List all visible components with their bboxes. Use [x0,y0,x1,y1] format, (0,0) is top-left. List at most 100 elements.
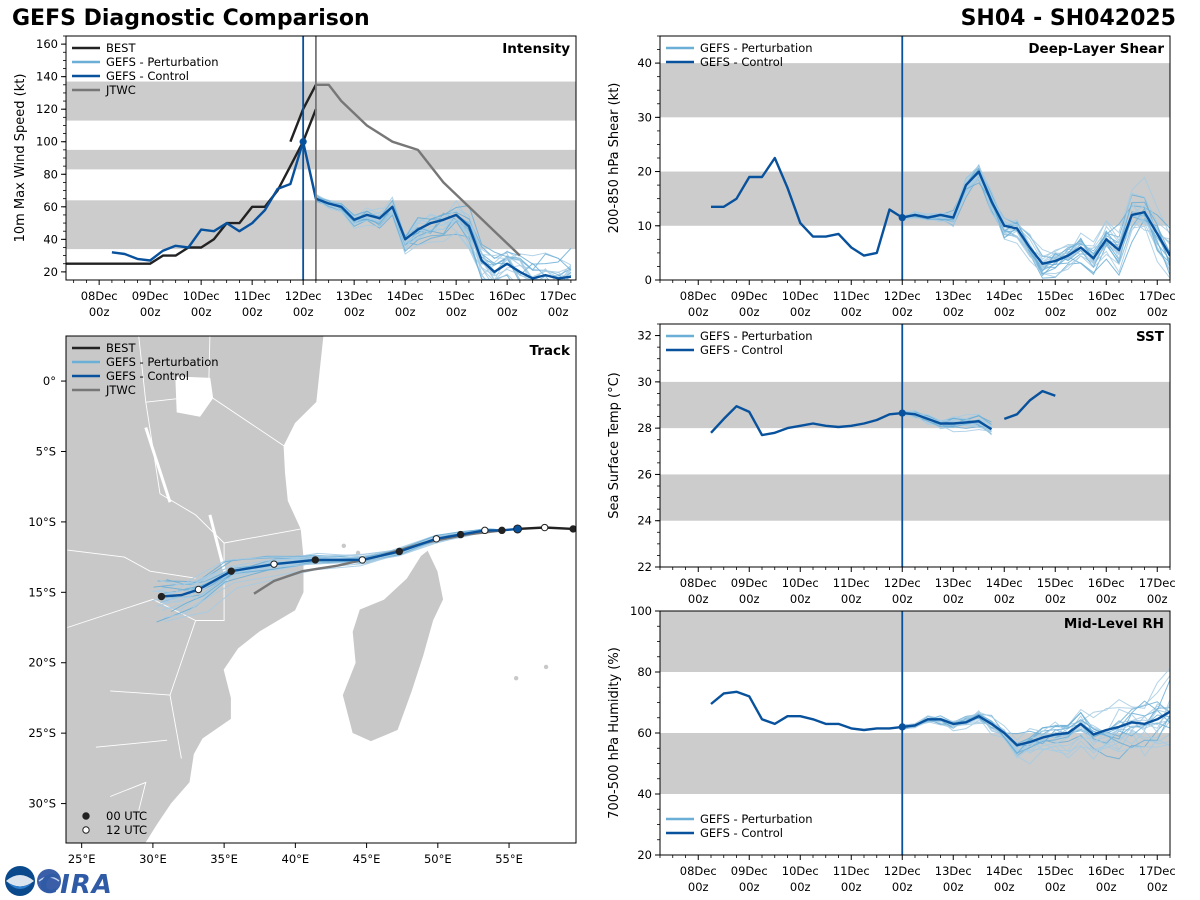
ensemble-member-shear-20 [902,165,1170,260]
analysis-point-rh [898,723,906,731]
ensemble-member-rh-20 [902,703,1170,743]
lon-tick-label-3: 40°E [282,852,310,866]
x-tick-label-sst-5: 13Dec [935,576,972,590]
border-5 [110,690,171,696]
shaded-band-sst-0 [660,474,1170,521]
y-axis-label-sst: Sea Surface Temp (°C) [607,372,622,519]
axes-frame-track [65,335,577,844]
y-tick-label-shear-1: 10 [637,219,652,233]
shaded-band-shear-1 [660,63,1170,118]
x-tick-hour-rh-9: 00z [1147,880,1168,894]
x-tick-hour-shear-6: 00z [994,305,1015,319]
ensemble-member-intensity-21 [302,140,572,271]
lon-tick-label-4: 45°E [353,852,381,866]
x-tick-hour-shear-5: 00z [943,305,964,319]
legend-label-ctrl: GEFS - Control [700,55,783,69]
shaded-band-rh-1 [660,611,1170,672]
shaded-band-intensity-2 [66,81,576,121]
x-tick-label-rh-5: 13Dec [935,864,972,878]
panel-intensity: 08Dec 00z 09Dec 00z 10Dec 00z 11Dec 00z 12Dec 00z… [13,35,577,319]
x-tick-hour-shear-1: 00z [739,305,760,319]
x-tick-label-sst-6: 14Dec [986,576,1023,590]
x-tick-label-rh-9: 17Dec [1139,864,1176,878]
x-tick-hour-sst-9: 00z [1147,592,1168,606]
border-7 [95,739,168,748]
x-tick-hour-sst-0: 00z [688,592,709,606]
x-tick-label-rh-0: 08Dec [680,864,717,878]
panel-sst: 08Dec 00z 09Dec 00z 10Dec 00z 11Dec 00z 12Dec 00z… [607,323,1176,606]
panel-shear: 08Dec 00z 09Dec 00z 10Dec 00z 11Dec 00z 12Dec 00z… [607,35,1176,319]
x-tick-label-intensity-8: 16Dec [489,289,526,303]
x-tick-hour-intensity-9: 00z [548,305,569,319]
track-legend-label-jtwc: JTWC [105,383,136,397]
x-tick-hour-sst-5: 00z [943,592,964,606]
x-tick-label-intensity-0: 08Dec [81,289,118,303]
x-tick-label-sst-2: 10Dec [782,576,819,590]
x-tick-label-shear-4: 12Dec [884,289,921,303]
y-axis-label-rh: 700-500 hPa Humidity (%) [607,647,622,819]
y-tick-label-sst-0: 22 [637,560,652,574]
legend-label-pert: GEFS - Perturbation [700,812,813,826]
x-tick-hour-shear-9: 00z [1147,305,1168,319]
x-tick-label-shear-8: 16Dec [1088,289,1125,303]
x-tick-hour-shear-2: 00z [790,305,811,319]
x-tick-label-rh-2: 10Dec [782,864,819,878]
series-intensity-ctrl-3 [111,140,572,280]
lat-tick-label-1: 5°S [36,444,56,458]
x-tick-hour-rh-0: 00z [688,880,709,894]
border-2 [208,336,211,396]
ensemble-member-shear-21 [902,182,1170,275]
x-tick-hour-rh-3: 00z [841,880,862,894]
x-tick-label-intensity-7: 15Dec [438,289,475,303]
legend-label-pert: GEFS - Perturbation [700,329,813,343]
y-tick-label-shear-4: 40 [637,56,652,70]
y-tick-label-intensity-0: 20 [43,265,58,279]
x-tick-hour-shear-0: 00z [688,305,709,319]
x-tick-hour-shear-7: 00z [1045,305,1066,319]
x-tick-label-shear-9: 17Dec [1139,289,1176,303]
x-tick-label-sst-4: 12Dec [884,576,921,590]
best-track-point-1 [540,523,549,532]
legend-label-ctrl: GEFS - Control [700,826,783,840]
x-tick-label-intensity-5: 13Dec [336,289,373,303]
x-tick-label-shear-3: 11Dec [833,289,870,303]
y-tick-label-rh-2: 60 [637,726,652,740]
control-track-point-1 [498,526,506,535]
x-tick-label-shear-1: 09Dec [731,289,768,303]
x-tick-label-sst-0: 08Dec [680,576,717,590]
x-tick-label-sst-7: 15Dec [1037,576,1074,590]
y-tick-label-rh-0: 20 [637,848,652,862]
x-tick-hour-intensity-2: 00z [191,305,212,319]
y-axis-label-shear: 200-850 hPa Shear (kt) [607,83,622,234]
x-tick-label-rh-3: 11Dec [833,864,870,878]
panel-title-shear: Deep-Layer Shear [1028,41,1164,57]
island-4 [543,664,549,670]
shaded-band-intensity-1 [66,149,576,170]
x-tick-label-rh-6: 14Dec [986,864,1023,878]
y-tick-label-rh-1: 40 [637,787,652,801]
track-legend-label-best: BEST [106,341,136,355]
control-track-point-4 [432,535,441,543]
x-tick-hour-rh-4: 00z [892,880,913,894]
y-tick-label-sst-2: 26 [637,467,652,481]
x-tick-label-shear-0: 08Dec [680,289,717,303]
y-tick-label-intensity-1: 40 [43,232,58,246]
y-tick-label-sst-4: 30 [637,375,652,389]
x-tick-hour-sst-7: 00z [1045,592,1066,606]
x-tick-hour-sst-6: 00z [994,592,1015,606]
x-tick-label-intensity-3: 11Dec [234,289,271,303]
shaded-band-rh-0 [660,733,1170,794]
ensemble-member-intensity-12 [302,141,511,280]
x-tick-hour-intensity-3: 00z [242,305,263,319]
x-tick-hour-rh-7: 00z [1045,880,1066,894]
x-tick-label-intensity-6: 14Dec [387,289,424,303]
lat-tick-label-5: 25°S [28,726,56,740]
legend-label-pert: GEFS - Perturbation [106,55,219,69]
y-tick-label-intensity-7: 160 [36,37,58,51]
legend-point-utc00 [82,812,90,820]
series-sst-ctrl-1 [1003,389,1056,421]
control-track-point-3 [456,530,465,539]
island-0 [341,543,346,549]
x-tick-hour-intensity-0: 00z [89,305,110,319]
